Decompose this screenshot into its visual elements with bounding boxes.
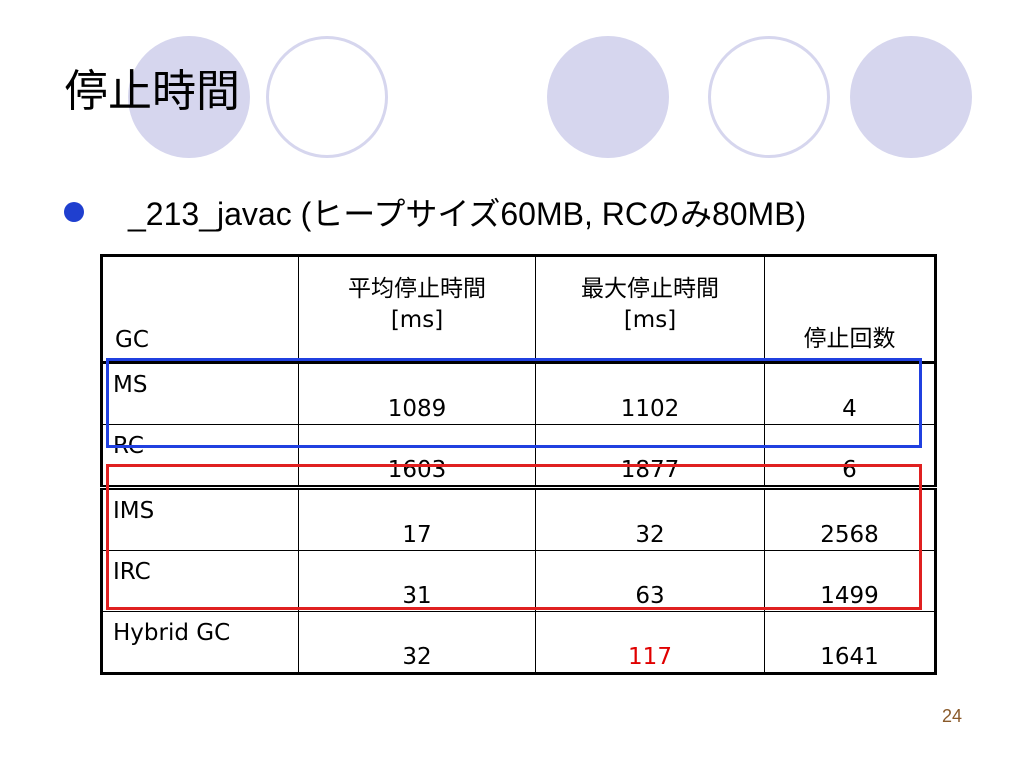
cell-max: 63 xyxy=(535,550,765,612)
pause-time-table: GC 平均停止時間 [ms] 最大停止時間 [ms] 停止回数 MS 1089 … xyxy=(100,254,937,675)
cell-count: 1641 xyxy=(764,611,937,675)
bullet-text: _213_javac (ヒープサイズ60MB, RCのみ80MB) xyxy=(128,196,807,232)
cell-avg: 1089 xyxy=(298,362,536,425)
table-row: IMS 17 32 2568 xyxy=(100,485,937,551)
highlight-box-incremental xyxy=(106,464,922,610)
cell-gc-name: IRC xyxy=(100,550,299,612)
header-avg-label: 平均停止時間 xyxy=(348,276,486,302)
header-gc: GC xyxy=(100,254,299,364)
header-pause-count: 停止回数 xyxy=(764,254,937,364)
cell-count: 6 xyxy=(764,424,937,488)
slide-title: 停止時間 xyxy=(64,66,240,117)
header-max-label: 最大停止時間 xyxy=(581,276,719,302)
cell-max: 1102 xyxy=(535,362,765,425)
table-row: IRC 31 63 1499 xyxy=(100,550,937,612)
cell-avg: 32 xyxy=(298,611,536,675)
header-max-pause: 最大停止時間 [ms] xyxy=(535,254,765,364)
decor-circle-filled xyxy=(547,36,669,158)
cell-count: 1499 xyxy=(764,550,937,612)
cell-avg: 17 xyxy=(298,485,536,551)
decor-circle-filled xyxy=(128,36,250,158)
cell-max: 32 xyxy=(535,485,765,551)
highlight-box-stop-the-world xyxy=(106,358,922,448)
cell-max: 1877 xyxy=(535,424,765,488)
header-avg-unit: [ms] xyxy=(390,307,444,333)
header-max-unit: [ms] xyxy=(623,307,677,333)
cell-gc-name: RC xyxy=(100,424,299,488)
bullet-item: _213_javac (ヒープサイズ60MB, RCのみ80MB) xyxy=(64,190,806,234)
page-number: 24 xyxy=(941,706,962,726)
table-header-row: GC 平均停止時間 [ms] 最大停止時間 [ms] 停止回数 xyxy=(100,254,937,364)
decor-circle-outline xyxy=(266,36,388,158)
decor-circle-outline xyxy=(708,36,830,158)
cell-max-highlighted: 117 xyxy=(535,611,765,675)
cell-count: 2568 xyxy=(764,485,937,551)
cell-gc-name: Hybrid GC xyxy=(100,611,299,675)
table-row: Hybrid GC 32 117 1641 xyxy=(100,611,937,675)
bullet-dot-icon xyxy=(64,202,84,222)
table-row: MS 1089 1102 4 xyxy=(100,362,937,425)
header-avg-pause: 平均停止時間 [ms] xyxy=(298,254,536,364)
decor-circle-filled xyxy=(850,36,972,158)
